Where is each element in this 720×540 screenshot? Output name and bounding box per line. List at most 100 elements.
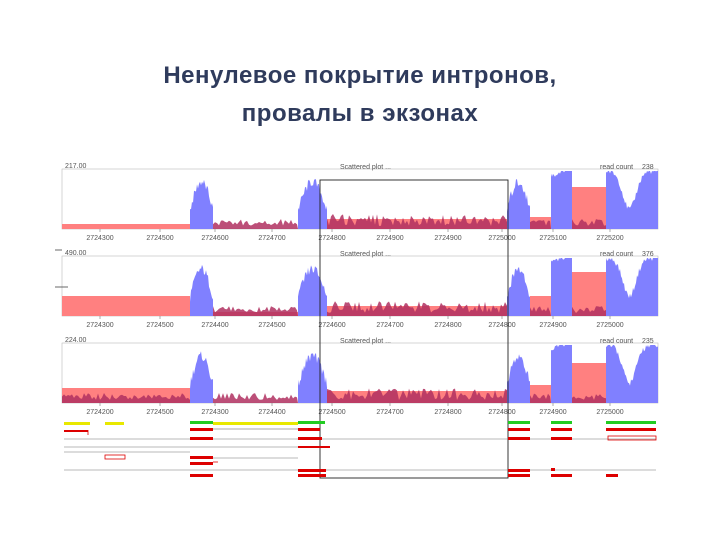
intron-coverage — [327, 214, 507, 229]
x-tick-label: 2724700 — [376, 409, 403, 416]
intron-coverage — [213, 219, 298, 229]
panel-header-label: Scattered plot ... — [340, 164, 391, 171]
x-tick-label: 2724500 — [146, 409, 173, 416]
transcript-exon — [551, 421, 572, 424]
transcript-exon — [64, 422, 90, 425]
x-tick-label: 2724800 — [434, 322, 461, 329]
transcript-exon — [606, 421, 656, 424]
x-tick-label: 2724300 — [86, 235, 113, 242]
transcript-exon — [190, 462, 213, 465]
x-tick-label: 2725000 — [488, 235, 515, 242]
x-tick-label: 2724900 — [539, 409, 566, 416]
read-count-label: read count — [600, 251, 633, 258]
exon-coverage — [551, 345, 572, 403]
transcript-exon — [190, 437, 213, 440]
transcript-exon — [508, 469, 530, 472]
intron-coverage — [213, 306, 298, 316]
x-tick-label: 2724800 — [434, 409, 461, 416]
x-tick-label: 2724200 — [86, 409, 113, 416]
exon-coverage — [606, 258, 658, 316]
x-tick-label: 2724800 — [318, 235, 345, 242]
intron-band — [62, 224, 190, 229]
coverage-panel-1: 217.00 Scattered plot ... read count 238 272… — [61, 163, 659, 242]
exon-coverage — [298, 265, 327, 316]
x-tick-label: 2725200 — [596, 235, 623, 242]
intron-band — [62, 296, 190, 316]
transcript-exon — [104, 454, 126, 460]
x-tick-label: 2724300 — [201, 409, 228, 416]
transcript-exon — [551, 428, 572, 431]
transcript-exon — [298, 428, 320, 431]
transcript-exon — [508, 474, 530, 477]
transcript-exon — [298, 469, 326, 472]
exon-coverage — [507, 179, 530, 229]
intron-coverage — [327, 388, 507, 403]
y-max-label: 224.00 — [65, 337, 87, 344]
intron-coverage — [213, 393, 298, 403]
transcript-exon — [606, 428, 656, 431]
read-count-label: read count — [600, 338, 633, 345]
exon-coverage — [507, 267, 530, 316]
transcript-exon — [190, 421, 213, 424]
highlight-box — [319, 179, 509, 479]
x-tick-label: 2724300 — [86, 322, 113, 329]
x-tick-label: 2724400 — [201, 322, 228, 329]
transcript-exon — [64, 430, 88, 432]
x-tick-label: 2725100 — [539, 235, 566, 242]
x-tick-label: 2725000 — [596, 322, 623, 329]
x-tick-label: 2724600 — [318, 322, 345, 329]
exon-coverage — [298, 353, 327, 403]
y-max-label: 217.00 — [65, 163, 87, 170]
exon-coverage — [551, 258, 572, 316]
transcript-exon — [508, 428, 530, 431]
intron-coverage — [530, 306, 551, 316]
transcript-exon — [551, 468, 555, 471]
x-tick-label: 2724700 — [258, 235, 285, 242]
transcript-exon — [298, 446, 330, 448]
transcript-exon — [298, 437, 322, 440]
x-tick-label: 2724500 — [258, 322, 285, 329]
intron-coverage — [572, 394, 606, 403]
panel-header-label: Scattered plot ... — [340, 338, 391, 345]
exon-coverage — [190, 264, 213, 316]
intron-coverage — [572, 219, 606, 229]
exon-coverage — [606, 345, 658, 403]
x-tick-label: 2724600 — [201, 235, 228, 242]
transcript-exon — [190, 474, 213, 477]
x-tick-label: 2724500 — [146, 235, 173, 242]
y-max-label: 490.00 — [65, 250, 87, 257]
x-tick-label: 2725000 — [596, 409, 623, 416]
read-count-value: 238 — [642, 164, 654, 171]
transcript-exon — [551, 474, 572, 477]
x-tick-label: 2724500 — [318, 409, 345, 416]
transcript-exon — [508, 421, 530, 424]
x-tick-label: 2724800 — [488, 322, 515, 329]
coverage-panel-3: 224.00 Scattered plot ... read count 235 272… — [61, 337, 659, 416]
x-tick-label: 2724500 — [146, 322, 173, 329]
intron-coverage — [327, 301, 507, 316]
transcript-exon — [551, 437, 572, 440]
coverage-panel-2: 490.00 Scattered plot ... read count 376 272… — [61, 250, 659, 329]
x-tick-label: 2724400 — [258, 409, 285, 416]
transcript-exon — [190, 456, 213, 459]
transcript-exon — [606, 474, 618, 477]
slide-title-line-1: Ненулевое покрытие интронов, — [163, 62, 557, 89]
x-tick-label: 2724700 — [376, 322, 403, 329]
transcript-tracks — [64, 421, 657, 477]
intron-coverage — [530, 393, 551, 403]
exon-coverage — [507, 354, 530, 403]
transcript-exon — [298, 421, 325, 424]
intron-coverage — [530, 220, 551, 229]
transcript-exon — [190, 428, 213, 431]
exon-coverage — [298, 178, 327, 229]
intron-coverage — [62, 393, 190, 403]
read-count-value: 235 — [642, 338, 654, 345]
x-tick-label: 2724800 — [488, 409, 515, 416]
panel-header-label: Scattered plot ... — [340, 251, 391, 258]
transcript-exon — [105, 422, 124, 425]
slide-title-line-2: провалы в экзонах — [241, 100, 479, 127]
exon-coverage — [190, 351, 213, 403]
transcript-exon — [508, 437, 530, 440]
intron-coverage — [572, 306, 606, 316]
read-count-label: read count — [600, 164, 633, 171]
